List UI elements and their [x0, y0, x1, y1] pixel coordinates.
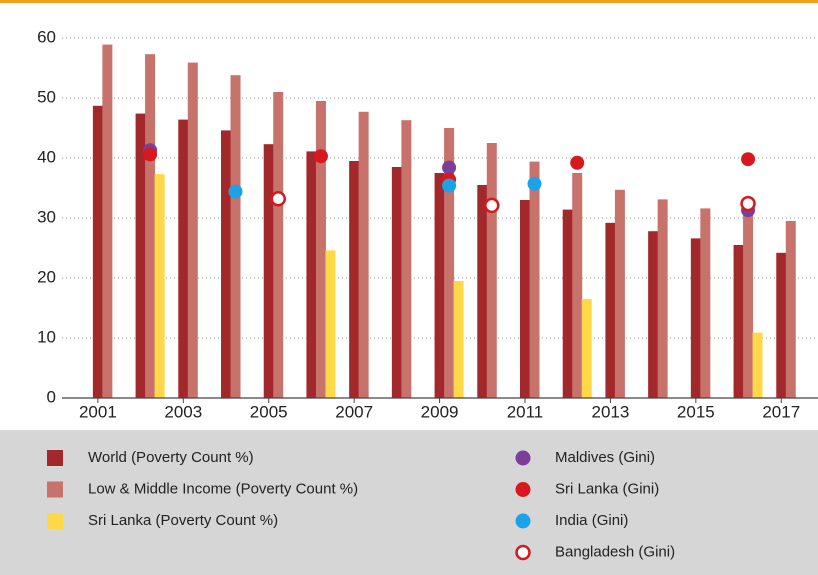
bar	[349, 161, 360, 398]
legend-label: Sri Lanka (Poverty Count %)	[88, 512, 278, 529]
bar	[519, 200, 530, 398]
bar	[358, 111, 369, 399]
bar	[434, 173, 445, 398]
bar	[614, 189, 625, 398]
y-tick-label: 30	[37, 207, 56, 226]
bar	[145, 54, 156, 398]
marker	[741, 152, 756, 167]
bar	[572, 173, 583, 398]
bar	[743, 212, 754, 398]
bar	[230, 75, 241, 398]
bar	[529, 161, 540, 398]
x-tick-label: 2011	[507, 402, 544, 421]
x-tick-label: 2009	[421, 402, 459, 421]
marker	[442, 160, 457, 175]
legend-swatch	[515, 450, 531, 466]
bar	[776, 252, 787, 398]
x-tick-label: 2003	[164, 402, 202, 421]
top-rule	[0, 0, 818, 3]
x-tick-label: 2013	[592, 402, 630, 421]
y-tick-label: 0	[47, 387, 56, 406]
marker	[527, 176, 542, 191]
x-tick-label: 2005	[250, 402, 288, 421]
x-tick-label: 2007	[335, 402, 373, 421]
marker	[442, 178, 457, 193]
marker	[484, 197, 500, 214]
bar	[581, 299, 592, 398]
x-tick-label: 2017	[762, 402, 800, 421]
legend-label: World (Poverty Count %)	[88, 449, 254, 466]
legend-swatch	[47, 481, 63, 498]
bar	[562, 209, 573, 398]
y-tick-label: 20	[37, 267, 56, 286]
bar	[453, 281, 464, 398]
bar	[605, 222, 616, 398]
bar	[315, 101, 326, 398]
marker	[570, 155, 585, 170]
bar	[221, 130, 232, 398]
legend-label: Low & Middle Income (Poverty Count %)	[88, 480, 358, 497]
bar	[486, 143, 497, 398]
legend-box	[0, 430, 818, 575]
bar	[135, 113, 146, 398]
legend-label: India (Gini)	[555, 512, 628, 529]
bar	[657, 199, 668, 398]
y-tick-label: 50	[37, 87, 56, 106]
bar	[273, 92, 284, 398]
bar	[306, 151, 317, 398]
bar	[391, 167, 402, 398]
bar	[178, 119, 189, 398]
bar	[752, 332, 763, 398]
marker	[313, 149, 328, 164]
marker	[740, 195, 756, 212]
legend-swatch	[47, 450, 63, 466]
bar	[325, 250, 336, 398]
bar	[690, 238, 701, 398]
y-tick-label: 40	[37, 147, 56, 166]
bar	[444, 128, 455, 398]
x-tick-label: 2015	[677, 402, 715, 421]
bar	[700, 208, 711, 398]
bar	[785, 221, 796, 398]
bar	[733, 245, 744, 398]
y-tick-label: 60	[37, 27, 56, 46]
legend-swatch	[515, 544, 531, 561]
bar	[648, 231, 659, 398]
legend-label: Bangladesh (Gini)	[555, 543, 675, 560]
legend-swatch	[47, 513, 63, 529]
legend-swatch	[515, 513, 531, 529]
marker	[270, 191, 286, 207]
bar	[477, 185, 488, 398]
x-tick-label: 2001	[79, 402, 117, 421]
bar	[187, 62, 198, 398]
legend-label: Sri Lanka (Gini)	[555, 480, 659, 497]
bar	[263, 144, 274, 398]
legend-label: Maldives (Gini)	[555, 449, 655, 466]
bar	[401, 120, 412, 398]
marker	[228, 184, 243, 199]
marker	[143, 147, 158, 162]
bar	[154, 174, 165, 398]
bar	[92, 105, 103, 399]
y-tick-label: 10	[37, 327, 56, 346]
legend-swatch	[515, 482, 531, 497]
bar	[102, 44, 113, 398]
